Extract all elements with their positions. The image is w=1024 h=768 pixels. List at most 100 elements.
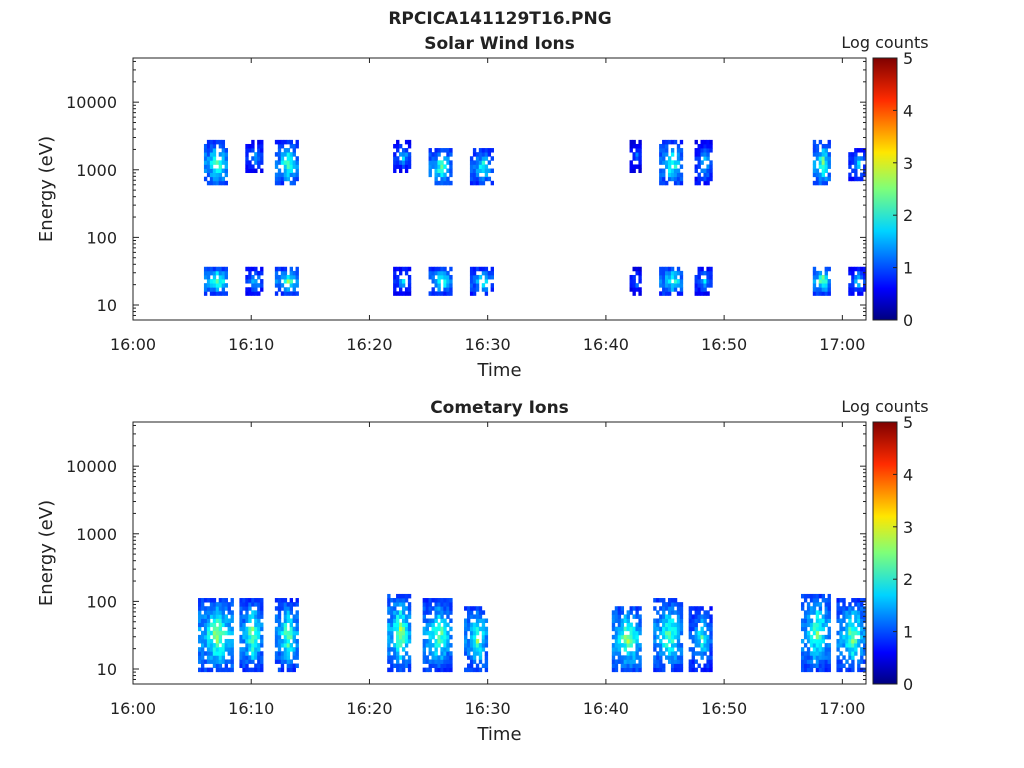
pixel bbox=[248, 164, 252, 169]
pixel bbox=[863, 279, 867, 284]
pixel bbox=[818, 606, 823, 611]
pixel bbox=[706, 667, 710, 673]
pixel bbox=[481, 180, 486, 186]
pixel bbox=[487, 160, 492, 165]
pixel bbox=[667, 266, 672, 272]
pixel bbox=[221, 270, 226, 276]
pixel bbox=[212, 626, 217, 632]
pixel bbox=[836, 655, 840, 660]
pixel bbox=[827, 659, 831, 664]
pixel bbox=[676, 176, 681, 182]
pixel bbox=[614, 647, 619, 652]
pixel bbox=[277, 610, 282, 615]
pixel bbox=[396, 148, 400, 153]
pixel bbox=[614, 618, 619, 623]
pixel bbox=[827, 663, 831, 669]
pixel bbox=[428, 606, 432, 611]
pixel bbox=[393, 618, 397, 623]
pixel bbox=[709, 139, 713, 145]
pixel bbox=[635, 643, 639, 648]
pixel bbox=[806, 655, 811, 660]
pixel bbox=[694, 287, 698, 292]
pixel bbox=[218, 626, 223, 632]
pixel bbox=[611, 647, 616, 652]
pixel bbox=[676, 659, 681, 664]
pixel bbox=[221, 139, 226, 145]
pixel bbox=[206, 168, 211, 174]
pixel bbox=[393, 291, 397, 296]
pixel bbox=[434, 164, 438, 169]
pixel bbox=[277, 143, 282, 149]
pixel bbox=[706, 164, 710, 169]
burst-10 bbox=[836, 598, 867, 673]
pixel bbox=[198, 634, 202, 640]
pixel bbox=[260, 626, 264, 632]
pixel bbox=[387, 634, 391, 640]
pixel bbox=[806, 614, 811, 619]
pixel bbox=[280, 180, 285, 186]
pixel bbox=[248, 279, 252, 284]
pixel bbox=[676, 143, 681, 149]
pixel bbox=[659, 630, 663, 636]
pixel bbox=[396, 614, 400, 619]
pixel bbox=[260, 622, 264, 628]
pixel bbox=[280, 667, 285, 673]
pixel bbox=[679, 152, 684, 157]
pixel bbox=[390, 647, 394, 652]
pixel bbox=[230, 647, 234, 652]
pixel bbox=[863, 638, 867, 644]
pixel bbox=[245, 610, 249, 615]
pixel bbox=[614, 667, 619, 673]
pixel bbox=[821, 626, 826, 632]
pixel bbox=[218, 164, 223, 169]
pixel bbox=[676, 270, 681, 276]
pixel bbox=[469, 270, 474, 276]
pixel bbox=[863, 164, 867, 169]
pixel bbox=[437, 606, 441, 611]
pixel bbox=[248, 638, 252, 644]
pixel bbox=[212, 602, 217, 607]
pixel bbox=[679, 643, 684, 648]
pixel bbox=[446, 156, 450, 161]
pixel bbox=[824, 266, 828, 272]
pixel bbox=[200, 655, 205, 660]
pixel bbox=[283, 598, 288, 603]
pixel bbox=[434, 180, 438, 186]
pixel bbox=[688, 634, 693, 640]
pixel bbox=[478, 618, 483, 623]
pixel bbox=[277, 655, 282, 660]
pixel bbox=[679, 270, 684, 276]
pixel bbox=[393, 168, 397, 174]
pixel bbox=[851, 266, 855, 272]
pixel bbox=[803, 630, 808, 636]
pixel bbox=[629, 659, 633, 664]
pixel bbox=[857, 659, 861, 664]
pixel bbox=[245, 164, 249, 169]
pixel bbox=[274, 618, 279, 623]
pixel bbox=[709, 634, 713, 640]
pixel bbox=[200, 630, 205, 636]
pixel bbox=[709, 667, 713, 673]
pixel bbox=[478, 610, 483, 615]
pixel bbox=[857, 160, 861, 165]
pixel bbox=[396, 667, 400, 673]
pixel bbox=[700, 634, 704, 640]
pixel bbox=[230, 598, 234, 603]
pixel bbox=[679, 291, 684, 296]
pixel bbox=[676, 266, 681, 272]
pixel bbox=[469, 164, 474, 169]
pixel bbox=[254, 651, 258, 656]
pixel bbox=[251, 287, 255, 292]
pixel bbox=[206, 139, 211, 145]
pixel bbox=[679, 618, 684, 623]
pixel bbox=[251, 164, 255, 169]
pixel bbox=[673, 602, 678, 607]
pixel bbox=[635, 634, 639, 640]
pixel bbox=[860, 622, 864, 628]
pixel bbox=[632, 168, 636, 174]
pixel bbox=[821, 168, 826, 174]
pixel bbox=[697, 266, 701, 272]
pixel bbox=[481, 152, 486, 157]
pixel bbox=[629, 274, 633, 280]
